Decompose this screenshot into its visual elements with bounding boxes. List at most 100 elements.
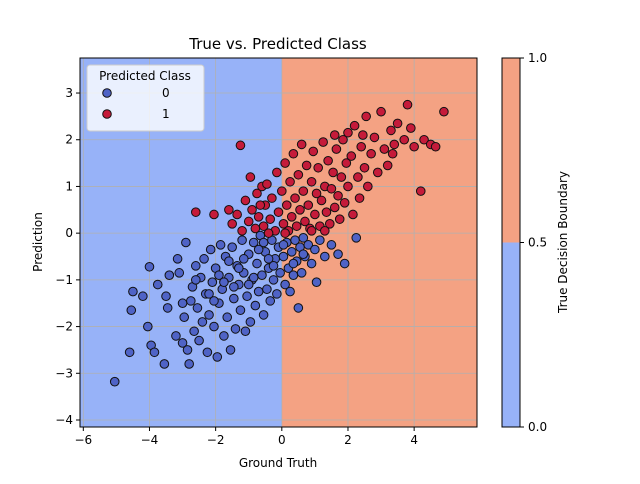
x-tick-label: 2: [344, 433, 352, 447]
point-class-1: [331, 144, 342, 154]
point-class-0: [339, 258, 350, 269]
y-axis: −4 −3 −2 −1 0 1 2 3: [55, 86, 80, 427]
colorbar: 0.0 0.5 1.0: [501, 51, 547, 434]
point-class-0: [265, 296, 276, 306]
point-class-1: [316, 195, 327, 206]
point-class-0: [204, 289, 214, 299]
point-class-0: [194, 335, 204, 346]
point-class-0: [161, 291, 171, 302]
point-class-0: [306, 258, 317, 269]
point-class-1: [265, 214, 276, 224]
point-class-1: [245, 172, 256, 182]
point-class-1: [301, 160, 312, 171]
point-class-0: [229, 293, 239, 304]
point-class-0: [320, 251, 330, 262]
legend-label-0: 0: [162, 86, 170, 100]
point-class-1: [376, 106, 386, 117]
y-tick-label: 3: [65, 86, 73, 100]
point-class-1: [252, 188, 262, 199]
point-class-0: [164, 270, 175, 280]
point-class-0: [186, 296, 196, 306]
point-class-1: [386, 125, 396, 136]
point-class-1: [258, 221, 269, 231]
point-class-0: [268, 275, 279, 285]
point-class-1: [353, 172, 363, 182]
point-class-0: [245, 317, 256, 327]
point-class-0: [209, 321, 219, 332]
point-class-1: [399, 134, 410, 145]
point-class-0: [253, 244, 264, 255]
point-class-0: [192, 303, 203, 313]
legend-marker-1: [102, 109, 112, 119]
point-class-1: [311, 188, 322, 199]
point-class-0: [225, 345, 236, 355]
point-class-1: [253, 212, 264, 222]
point-class-1: [293, 169, 304, 180]
point-class-1: [409, 141, 419, 152]
point-class-1: [318, 137, 328, 147]
point-class-1: [338, 134, 348, 145]
point-class-1: [329, 130, 340, 140]
point-class-0: [124, 347, 135, 358]
point-class-0: [240, 326, 251, 337]
point-class-1: [419, 134, 429, 145]
point-class-0: [128, 286, 138, 297]
point-class-0: [315, 235, 325, 245]
point-class-0: [248, 237, 259, 248]
point-class-1: [369, 132, 380, 143]
point-class-1: [346, 151, 357, 161]
point-class-1: [288, 148, 299, 159]
point-class-0: [250, 300, 261, 311]
point-class-1: [278, 219, 289, 229]
x-tick-label: −4: [141, 433, 159, 447]
point-class-0: [172, 254, 183, 264]
point-class-0: [215, 240, 226, 250]
point-class-0: [235, 305, 246, 316]
point-class-1: [285, 176, 295, 187]
y-tick-label: −1: [55, 273, 73, 287]
point-class-0: [177, 298, 188, 309]
point-class-0: [229, 282, 239, 292]
point-class-1: [273, 207, 284, 217]
point-class-1: [379, 144, 390, 154]
point-class-0: [288, 270, 299, 280]
point-class-1: [247, 205, 257, 215]
point-class-0: [179, 312, 190, 323]
point-class-0: [298, 233, 309, 243]
plot-frame: [79, 57, 478, 428]
point-class-0: [263, 254, 274, 264]
legend-title: Predicted Class: [99, 69, 191, 83]
point-class-1: [277, 186, 287, 196]
decision-region-1: [281, 58, 477, 427]
colorbar-tick-label: 1.0: [528, 51, 547, 65]
point-class-0: [126, 305, 137, 316]
point-class-1: [333, 190, 343, 201]
point-class-1: [336, 172, 347, 182]
point-class-1: [295, 205, 305, 215]
point-class-1: [190, 207, 201, 217]
point-class-0: [144, 261, 155, 272]
point-class-1: [303, 200, 314, 210]
point-class-0: [109, 376, 120, 387]
point-class-1: [262, 179, 272, 189]
point-class-0: [149, 347, 160, 358]
point-class-1: [349, 120, 360, 131]
point-class-1: [430, 141, 441, 152]
point-class-0: [333, 249, 343, 259]
point-class-0: [296, 268, 307, 278]
point-class-1: [323, 155, 333, 166]
chart-title: True vs. Predicted Class: [188, 35, 367, 53]
point-class-0: [184, 359, 194, 369]
x-tick-label: 4: [410, 433, 418, 447]
point-class-1: [348, 209, 358, 220]
colorbar-band: [502, 242, 520, 427]
point-class-0: [190, 275, 201, 285]
point-class-0: [252, 258, 262, 269]
point-class-0: [248, 272, 259, 283]
point-class-1: [354, 193, 365, 203]
point-class-1: [389, 139, 400, 150]
x-axis: −6 −4 −2 0 2 4: [74, 427, 418, 447]
point-class-0: [298, 249, 309, 259]
point-class-0: [293, 303, 304, 313]
point-class-0: [219, 277, 229, 288]
